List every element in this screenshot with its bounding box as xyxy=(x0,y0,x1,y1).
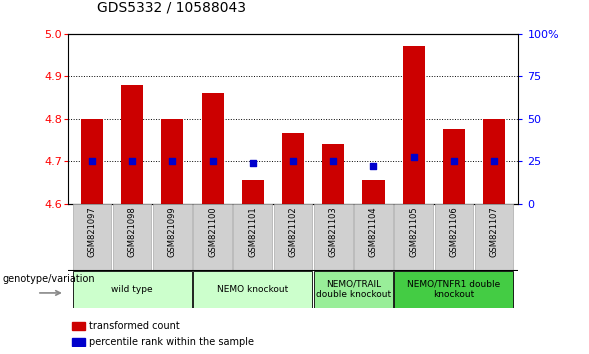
Bar xyxy=(282,133,304,204)
Point xyxy=(87,158,97,164)
Bar xyxy=(322,144,345,204)
Bar xyxy=(121,85,143,204)
Point xyxy=(168,158,177,164)
FancyBboxPatch shape xyxy=(193,271,312,308)
FancyBboxPatch shape xyxy=(314,271,393,308)
Point xyxy=(248,160,257,166)
FancyBboxPatch shape xyxy=(112,204,151,271)
Text: GSM821097: GSM821097 xyxy=(87,206,97,257)
Point xyxy=(208,158,217,164)
FancyBboxPatch shape xyxy=(193,204,232,271)
FancyBboxPatch shape xyxy=(475,204,514,271)
Text: NEMO knockout: NEMO knockout xyxy=(217,285,289,294)
FancyBboxPatch shape xyxy=(72,271,191,308)
FancyBboxPatch shape xyxy=(354,204,393,271)
Text: wild type: wild type xyxy=(111,285,153,294)
FancyBboxPatch shape xyxy=(72,204,111,271)
Text: GSM821106: GSM821106 xyxy=(449,206,458,257)
Bar xyxy=(403,46,425,204)
Text: percentile rank within the sample: percentile rank within the sample xyxy=(90,337,254,347)
FancyBboxPatch shape xyxy=(153,204,191,271)
FancyBboxPatch shape xyxy=(233,204,272,271)
Bar xyxy=(72,338,85,346)
Text: GSM821103: GSM821103 xyxy=(329,206,337,257)
Point xyxy=(449,158,459,164)
Text: GSM821099: GSM821099 xyxy=(168,206,177,257)
Bar xyxy=(483,119,505,204)
Text: transformed count: transformed count xyxy=(90,321,180,331)
Text: genotype/variation: genotype/variation xyxy=(3,274,95,284)
Point xyxy=(127,158,137,164)
FancyBboxPatch shape xyxy=(274,204,312,271)
Point xyxy=(489,158,499,164)
Text: GSM821098: GSM821098 xyxy=(128,206,137,257)
Point xyxy=(369,163,378,169)
Bar xyxy=(72,322,85,330)
Bar xyxy=(161,119,183,204)
Point xyxy=(289,158,298,164)
Text: GSM821102: GSM821102 xyxy=(289,206,297,257)
FancyBboxPatch shape xyxy=(314,204,353,271)
Bar xyxy=(241,180,264,204)
Text: GDS5332 / 10588043: GDS5332 / 10588043 xyxy=(97,0,246,14)
Point xyxy=(409,154,418,160)
Text: GSM821101: GSM821101 xyxy=(249,206,257,257)
Bar xyxy=(201,93,224,204)
Bar xyxy=(443,129,465,204)
Text: GSM821100: GSM821100 xyxy=(208,206,217,257)
Bar xyxy=(81,119,103,204)
Text: GSM821104: GSM821104 xyxy=(369,206,378,257)
FancyBboxPatch shape xyxy=(395,204,433,271)
Text: NEMO/TRAIL
double knockout: NEMO/TRAIL double knockout xyxy=(316,280,391,299)
Text: NEMO/TNFR1 double
knockout: NEMO/TNFR1 double knockout xyxy=(408,280,501,299)
Text: GSM821107: GSM821107 xyxy=(489,206,499,257)
Text: GSM821105: GSM821105 xyxy=(409,206,418,257)
Bar xyxy=(362,180,385,204)
FancyBboxPatch shape xyxy=(435,204,474,271)
Point xyxy=(329,158,338,164)
FancyBboxPatch shape xyxy=(395,271,514,308)
